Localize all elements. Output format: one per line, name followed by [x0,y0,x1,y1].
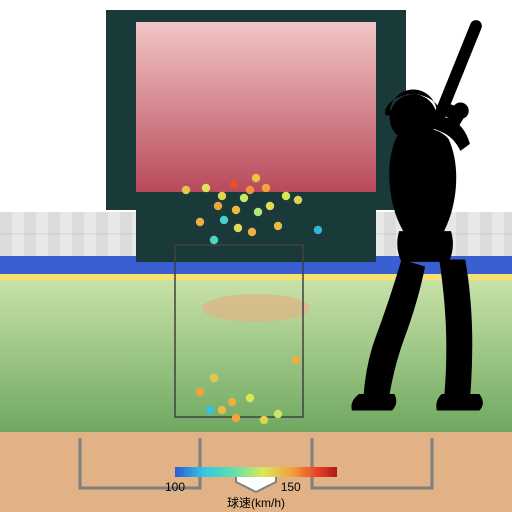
pitch-dot [214,202,222,210]
pitch-dot [294,196,302,204]
pitchers-mound [202,294,310,322]
color-scale-tick: 100 [165,480,185,494]
pitch-dot [210,236,218,244]
pitch-dot [232,206,240,214]
pitch-dot [196,218,204,226]
pitch-dot [292,356,300,364]
pitch-dot [218,192,226,200]
pitch-dot [220,216,228,224]
pitch-dot [266,202,274,210]
pitch-dot [206,406,214,414]
pitch-dot [248,228,256,236]
pitch-dot [240,194,248,202]
pitch-dot [182,186,190,194]
pitch-dot [282,192,290,200]
color-scale-label: 球速(km/h) [227,496,285,510]
pitch-dot [274,222,282,230]
pitch-dot [262,184,270,192]
pitch-dot [314,226,322,234]
pitch-dot [230,180,238,188]
pitch-dot [218,406,226,414]
pitch-dot [196,388,204,396]
scoreboard-screen [136,22,376,192]
pitch-dot [202,184,210,192]
pitch-dot [234,224,242,232]
color-scale-tick: 150 [281,480,301,494]
pitch-dot [252,174,260,182]
pitch-dot [232,414,240,422]
pitch-dot [210,374,218,382]
pitch-dot [246,186,254,194]
color-scale-bar [175,467,337,477]
pitch-chart-stage: 100 150 球速(km/h) [0,0,512,512]
pitch-dot [260,416,268,424]
pitch-dot [254,208,262,216]
pitch-dot [274,410,282,418]
pitch-dot [246,394,254,402]
pitch-dot [228,398,236,406]
scene-svg: 100 150 球速(km/h) [0,0,512,512]
